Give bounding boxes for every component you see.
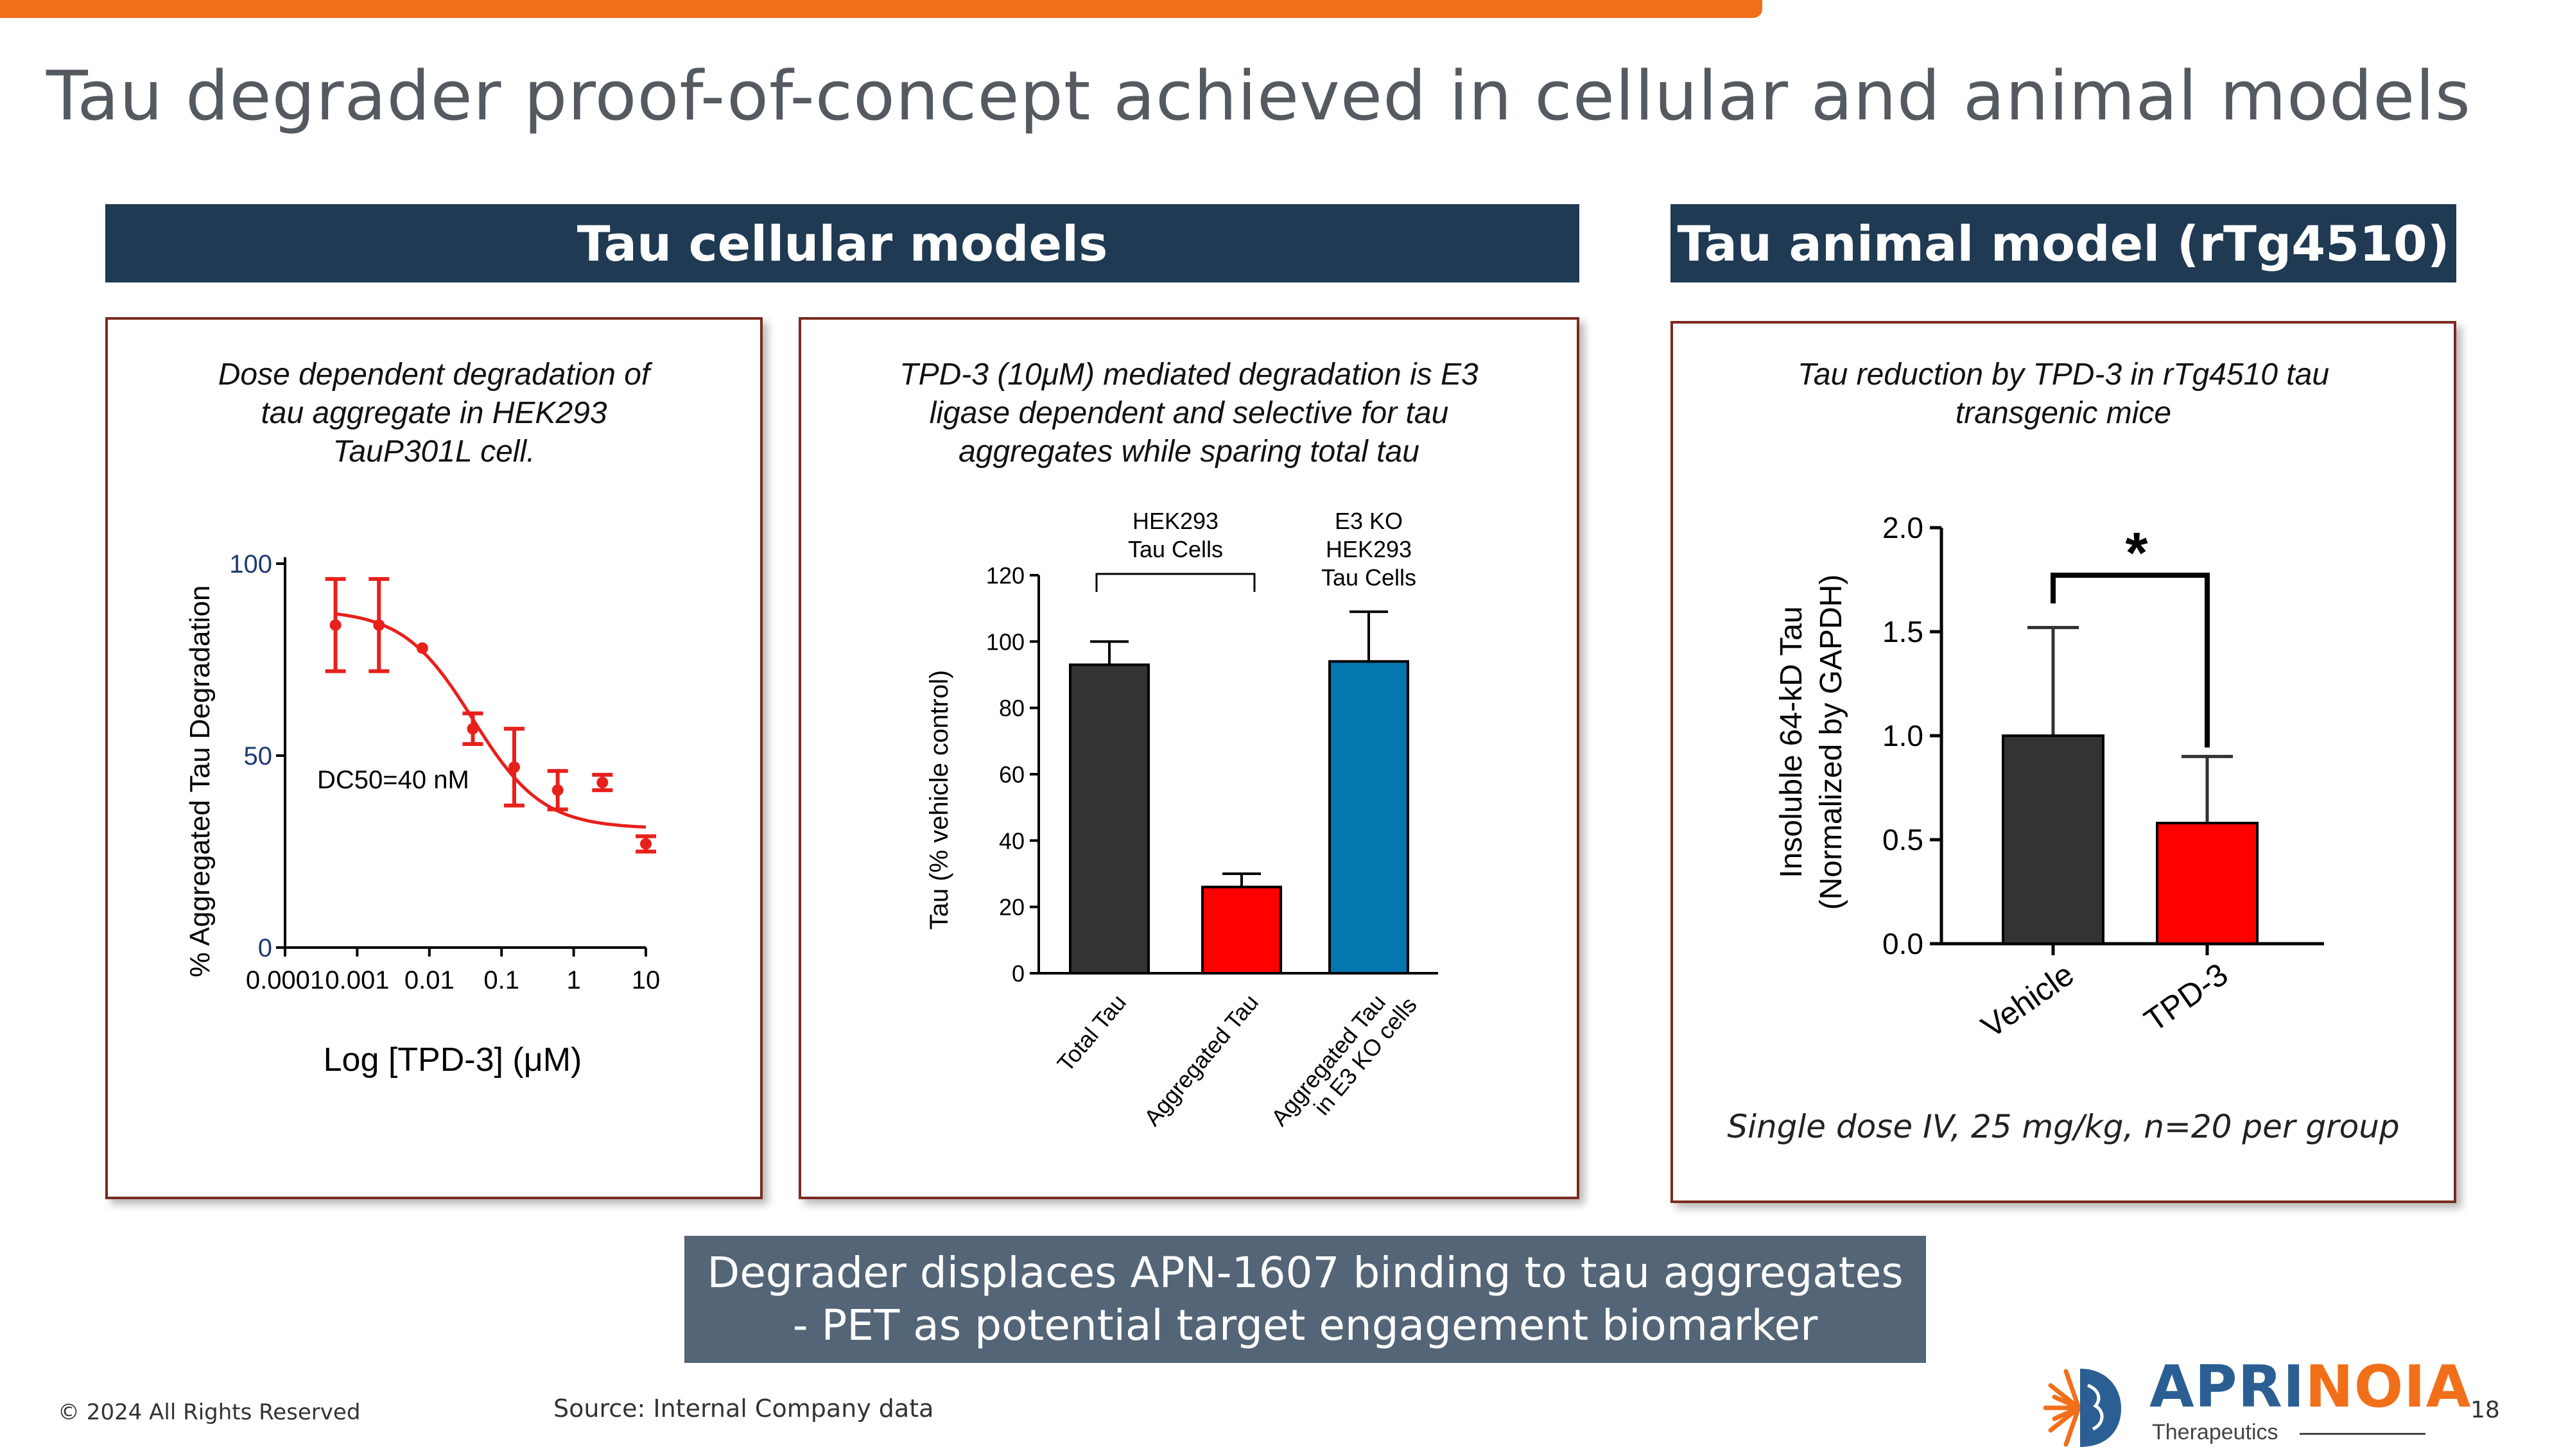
key-message-box: Degrader displaces APN-1607 binding to t…	[684, 1236, 1926, 1363]
y-tick-label: 60	[999, 761, 1025, 788]
group-label: Tau Cells	[1321, 564, 1416, 591]
data-point	[551, 784, 564, 796]
section-header-cellular: Tau cellular models	[105, 204, 1579, 282]
x-tick-label: Aggregated Tauin E3 KO cells	[1266, 975, 1422, 1147]
x-tick-label: Aggregated Tau	[1139, 989, 1263, 1131]
data-point	[416, 642, 428, 654]
bar	[2002, 734, 2104, 945]
x-tick-label: TPD-3	[2138, 956, 2234, 1039]
logo-icon	[2043, 1369, 2121, 1447]
x-tick-label: Total Tau	[1052, 989, 1132, 1077]
y-tick-label: 100	[986, 628, 1025, 655]
y-axis-label: % Aggregated Tau Degradation	[184, 585, 216, 978]
logo-text-b: NOIA	[2305, 1353, 2472, 1421]
bar	[2156, 822, 2259, 946]
x-tick-label: 0.1	[483, 966, 519, 994]
group-label: HEK293	[1326, 536, 1412, 562]
e3-bar-chart: 0 20 40 60 80 100 120 Tau (% vehicle control) To…	[925, 508, 1438, 1147]
x-tick-label: 1	[566, 966, 580, 994]
data-point	[640, 838, 652, 850]
section-header-animal: Tau animal model (rTg4510)	[1670, 204, 2456, 282]
y-tick-label: 1.5	[1882, 615, 1923, 648]
data-point	[373, 619, 385, 631]
data-point	[467, 723, 479, 735]
panel1-caption: Dose dependent degradation of tau aggreg…	[108, 356, 760, 471]
panel1-caption-line: tau aggregate in HEK293	[261, 396, 607, 430]
group-bracket	[1095, 573, 1256, 592]
y-tick-label: 0	[1012, 960, 1025, 987]
data-point	[596, 776, 609, 788]
panel2-caption-line: TPD-3 (10μM) mediated degradation is E3	[899, 358, 1479, 392]
y-tick-label: 40	[999, 828, 1025, 854]
y-tick-label: 20	[999, 894, 1025, 921]
x-tick-label: 0.0001	[246, 966, 324, 994]
top-accent-bar	[0, 0, 1762, 18]
x-tick-label: 10	[632, 966, 661, 994]
group-label: E3 KO	[1335, 508, 1403, 534]
y-tick-label: 2.0	[1882, 511, 1923, 544]
y-tick-label: 50	[244, 742, 273, 770]
y-tick-label: 80	[999, 695, 1025, 722]
dc50-annotation: DC50=40 nM	[317, 766, 469, 794]
significance-bracket	[2051, 573, 2210, 748]
bracket-label: HEK293	[1132, 508, 1219, 534]
x-axis-label: Log [TPD-3] (μM)	[324, 1041, 582, 1079]
y-tick-label: 1.0	[1882, 719, 1923, 752]
animal-bar-chart: 0.0 0.5 1.0 1.5 2.0 Insoluble 64-kD Tau (Norma…	[1774, 511, 2324, 1044]
panel3-caption: Tau reduction by TPD-3 in rTg4510 tau tr…	[1673, 356, 2454, 433]
dosing-note: Single dose IV, 25 mg/kg, n=20 per group	[1727, 1108, 2400, 1145]
panel2-caption-line: ligase dependent and selective for tau	[929, 396, 1449, 430]
source-note: Source: Internal Company data	[553, 1394, 934, 1423]
logo-divider	[2300, 1433, 2425, 1435]
y-tick-label: 120	[986, 562, 1025, 589]
x-tick-label: 0.001	[325, 966, 389, 994]
bracket-label: Tau Cells	[1128, 536, 1223, 562]
fit-curve	[335, 612, 646, 829]
bar	[1201, 885, 1282, 975]
y-tick-label: 0	[258, 934, 272, 962]
y-axis-label: Tau (% vehicle control)	[925, 670, 953, 930]
panel3-caption-line: transgenic mice	[1955, 396, 2172, 430]
significance-marker: *	[2125, 521, 2147, 585]
data-point	[329, 619, 342, 631]
x-tick-label-line: Aggregated Tau	[1139, 989, 1263, 1131]
y-tick-label: 0.0	[1882, 927, 1923, 960]
x-tick-label: Vehicle	[1975, 956, 2080, 1044]
bar	[1328, 660, 1409, 975]
x-tick-label: 0.01	[404, 966, 455, 994]
panel3-caption-line: Tau reduction by TPD-3 in rTg4510 tau	[1797, 358, 2330, 392]
y-axis-label: (Normalized by GAPDH)	[1814, 575, 1848, 910]
panel1-caption-line: Dose dependent degradation of	[218, 358, 650, 392]
copyright: © 2024 All Rights Reserved	[58, 1400, 361, 1425]
data-point	[508, 761, 520, 773]
panel1-caption-line: TauP301L cell.	[333, 435, 535, 469]
panel-e3-selectivity: TPD-3 (10μM) mediated degradation is E3 …	[799, 317, 1579, 1199]
logo-subtitle: Therapeutics	[2152, 1420, 2278, 1444]
key-message-line: Degrader displaces APN-1607 binding to t…	[707, 1248, 1904, 1297]
bar	[1069, 663, 1150, 975]
y-axis-label: Insoluble 64-kD Tau	[1774, 606, 1809, 878]
panel2-caption: TPD-3 (10μM) mediated degradation is E3 …	[801, 356, 1577, 471]
y-tick-label: 0.5	[1882, 823, 1923, 856]
panel2-caption-line: aggregates while sparing total tau	[959, 435, 1419, 469]
logo-text-a: APRI	[2149, 1353, 2305, 1421]
panel-animal-model: Tau reduction by TPD-3 in rTg4510 tau tr…	[1670, 321, 2456, 1203]
company-logo-text: APRINOIA	[2149, 1353, 2471, 1421]
key-message-line: - PET as potential target engagement bio…	[792, 1301, 1818, 1350]
x-tick-label-line: Total Tau	[1052, 989, 1132, 1077]
page-number: 18	[2470, 1397, 2500, 1423]
panel-dose-response: Dose dependent degradation of tau aggreg…	[105, 317, 763, 1199]
y-tick-label: 100	[229, 550, 272, 578]
slide-title: Tau degrader proof-of-concept achieved i…	[46, 56, 2472, 135]
